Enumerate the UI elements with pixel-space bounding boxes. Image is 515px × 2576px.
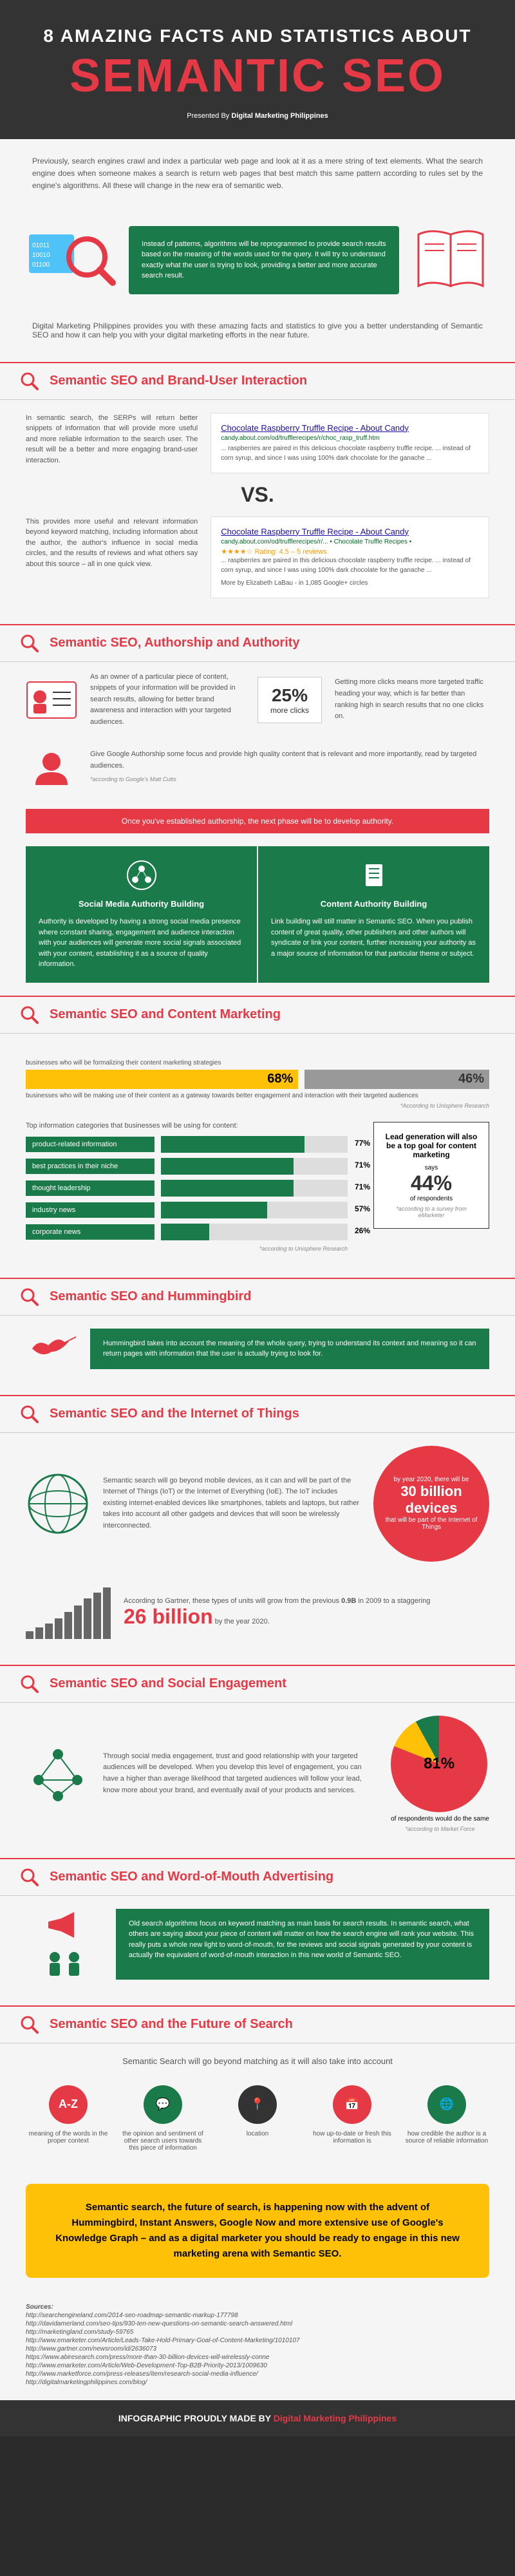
infographic-page: 8 AMAZING FACTS AND STATISTICS ABOUT SEM… xyxy=(0,0,515,2436)
magnifier-icon xyxy=(19,633,40,654)
header: 8 AMAZING FACTS AND STATISTICS ABOUT SEM… xyxy=(0,0,515,139)
magnifier-binary-icon: 01011 10010 01100 xyxy=(26,228,116,292)
growth-bar-chart xyxy=(26,1587,111,1639)
title-line1: 8 AMAZING FACTS AND STATISTICS ABOUT xyxy=(19,26,496,46)
document-icon xyxy=(358,859,390,891)
serp-result-old: Chocolate Raspberry Truffle Recipe - Abo… xyxy=(211,413,489,473)
future-item: 📍location xyxy=(215,2085,300,2152)
cm-bar-1: 68% xyxy=(26,1070,298,1089)
content-authority-panel: Content Authority Building Link building… xyxy=(258,846,489,983)
section-header-7: Semantic SEO and Word-of-Mouth Advertisi… xyxy=(0,1858,515,1896)
vs-label: VS. xyxy=(26,483,489,507)
magnifier-icon xyxy=(19,2014,40,2035)
subtext: Digital Marketing Philippines provides y… xyxy=(0,312,515,349)
magnifier-icon xyxy=(19,1867,40,1888)
presented-by: Presented By Digital Marketing Philippin… xyxy=(19,112,496,120)
serp-result-new: Chocolate Raspberry Truffle Recipe - Abo… xyxy=(211,516,489,598)
sources: Sources: http://searchengineland.com/201… xyxy=(0,2291,515,2400)
svg-text:01100: 01100 xyxy=(32,261,50,269)
source-link[interactable]: https://www.abiresearch.com/press/more-t… xyxy=(26,2354,489,2361)
avatar-icon xyxy=(26,748,77,786)
future-item: 📅how up-to-date or fresh this informatio… xyxy=(310,2085,395,2152)
magnifier-icon xyxy=(19,1404,40,1425)
authority-panels: Social Media Authority Building Authorit… xyxy=(26,846,489,983)
megaphone-icon xyxy=(45,1909,84,1941)
hummingbird-icon xyxy=(26,1329,77,1368)
source-link[interactable]: http://www.emarketer.com/Article/Web-Dev… xyxy=(26,2362,489,2369)
svg-text:10010: 10010 xyxy=(32,252,50,259)
future-intro: Semantic Search will go beyond matching … xyxy=(0,2043,515,2066)
globe-icon xyxy=(26,1472,90,1536)
hero-callout: Instead of patterns, algorithms will be … xyxy=(129,226,399,294)
source-link[interactable]: http://marketingland.com/study-59765 xyxy=(26,2329,489,2336)
source-link[interactable]: http://davidamerland.com/seo-tips/930-te… xyxy=(26,2320,489,2327)
social-icon xyxy=(126,859,158,891)
people-icon xyxy=(45,1947,84,1980)
section-1-content: In semantic search, the SERPs will retur… xyxy=(0,400,515,611)
magnifier-icon xyxy=(19,371,40,392)
source-link[interactable]: http://www.gartner.com/newsroom/id/26360… xyxy=(26,2345,489,2353)
content-bar: best practices in their niche71% xyxy=(26,1158,348,1175)
section-header-5: Semantic SEO and the Internet of Things xyxy=(0,1395,515,1433)
devices-circle: by year 2020, there will be 30 billion d… xyxy=(373,1446,489,1562)
section-3-content: businesses who will be formalizing their… xyxy=(0,1034,515,1265)
content-bar: industry news57% xyxy=(26,1202,348,1218)
cta-box: Semantic search, the future of search, i… xyxy=(26,2184,489,2278)
network-icon xyxy=(26,1741,90,1806)
iot-row: Semantic search will go beyond mobile de… xyxy=(0,1433,515,1575)
clicks-stat: 25% more clicks xyxy=(258,677,322,723)
content-bars: product-related information77% best pract… xyxy=(26,1136,348,1240)
footer: INFOGRAPHIC PROUDLY MADE BY Digital Mark… xyxy=(0,2400,515,2436)
social-row: Through social media engagement, trust a… xyxy=(0,1703,515,1845)
magnifier-icon xyxy=(19,1287,40,1307)
lead-gen-box: Lead generation will also be a top goal … xyxy=(373,1122,489,1229)
section-title: Semantic SEO and Word-of-Mouth Advertisi… xyxy=(50,1870,333,1884)
social-authority-panel: Social Media Authority Building Authorit… xyxy=(26,846,257,983)
source-link[interactable]: http://www.emarketer.com/Article/Leads-T… xyxy=(26,2337,489,2344)
title-line2: SEMANTIC SEO xyxy=(19,50,496,102)
section-header-1: Semantic SEO and Brand-User Interaction xyxy=(0,362,515,400)
intro-text: Previously, search engines crawl and ind… xyxy=(0,139,515,209)
section-header-8: Semantic SEO and the Future of Search xyxy=(0,2005,515,2043)
hero-row: 01011 10010 01100 Instead of patterns, alg… xyxy=(0,209,515,312)
id-card-icon xyxy=(26,681,77,719)
section-title: Semantic SEO and the Internet of Things xyxy=(50,1406,299,1421)
content-bar: thought leadership71% xyxy=(26,1180,348,1197)
cm-bar-2: 46% xyxy=(304,1070,489,1089)
source-link[interactable]: http://www.marketforce.com/press-release… xyxy=(26,2371,489,2378)
magnifier-icon xyxy=(19,1674,40,1694)
future-item: A-Zmeaning of the words in the proper co… xyxy=(26,2085,111,2152)
s1-p1: In semantic search, the SERPs will retur… xyxy=(26,413,198,466)
section-title: Semantic SEO and Hummingbird xyxy=(50,1289,251,1304)
section-header-6: Semantic SEO and Social Engagement xyxy=(0,1665,515,1703)
source-link[interactable]: http://digitalmarketingphilippines.com/b… xyxy=(26,2379,489,2386)
section-title: Semantic SEO and Social Engagement xyxy=(50,1676,286,1691)
svg-text:01011: 01011 xyxy=(32,242,50,249)
pie-chart: 81% xyxy=(391,1716,487,1812)
future-item: 💬the opinion and sentiment of other sear… xyxy=(120,2085,205,2152)
content-bar: corporate news26% xyxy=(26,1224,348,1240)
section-header-4: Semantic SEO and Hummingbird xyxy=(0,1278,515,1316)
s1-p2: This provides more useful and relevant i… xyxy=(26,516,198,570)
section-title: Semantic SEO and the Future of Search xyxy=(50,2017,293,2032)
magnifier-icon xyxy=(19,1005,40,1025)
section-title: Semantic SEO and Brand-User Interaction xyxy=(50,374,307,388)
wom-row: Old search algorithms focus on keyword m… xyxy=(0,1896,515,1993)
future-item: 🌐how credible the author is a source of … xyxy=(404,2085,489,2152)
section-title: Semantic SEO, Authorship and Authority xyxy=(50,636,300,650)
section-header-3: Semantic SEO and Content Marketing xyxy=(0,996,515,1034)
hummingbird-row: Hummingbird takes into account the meani… xyxy=(0,1316,515,1382)
section-title: Semantic SEO and Content Marketing xyxy=(50,1007,281,1022)
open-book-icon xyxy=(412,222,489,299)
authority-banner: Once you've established authorship, the … xyxy=(26,809,489,833)
content-bar: product-related information77% xyxy=(26,1136,348,1153)
section-header-2: Semantic SEO, Authorship and Authority xyxy=(0,624,515,662)
authorship-row: As an owner of a particular piece of con… xyxy=(0,662,515,738)
source-link[interactable]: http://searchengineland.com/2014-seo-roa… xyxy=(26,2312,489,2319)
growth-row: According to Gartner, these types of uni… xyxy=(0,1575,515,1652)
future-icons-row: A-Zmeaning of the words in the proper co… xyxy=(0,2066,515,2171)
